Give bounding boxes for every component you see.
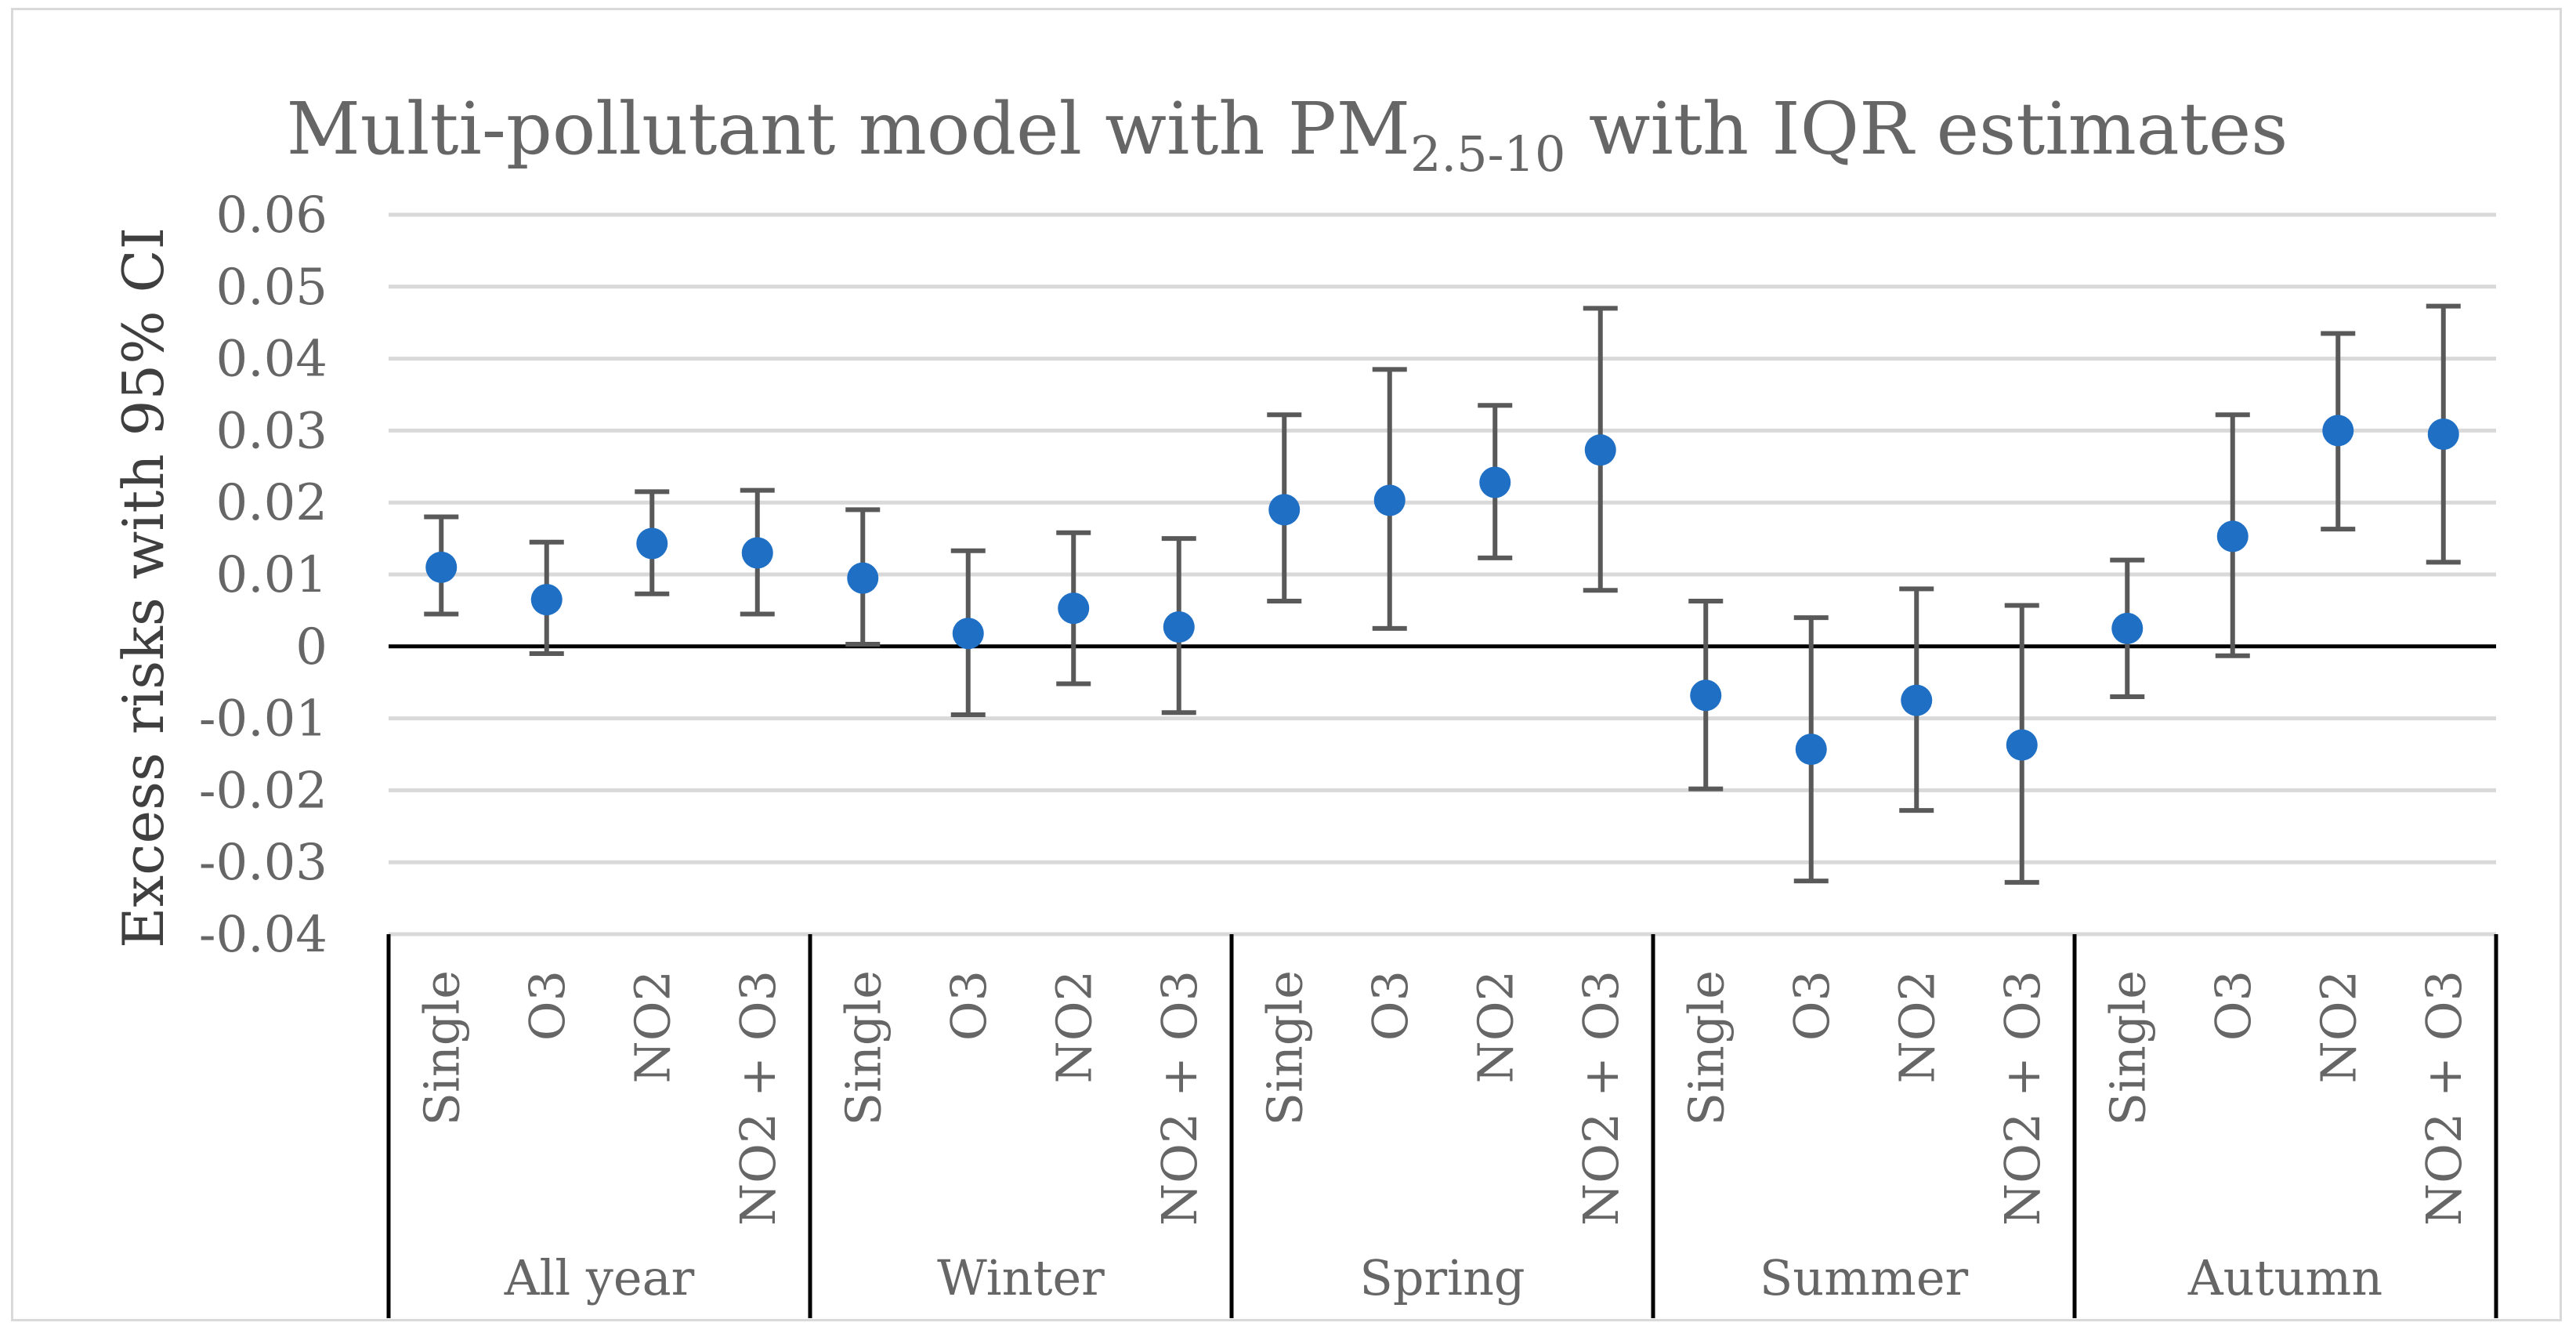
y-tick-label: 0.04 [216,331,328,389]
chart-frame [11,8,2562,1321]
chart-title-subscript: 2.5-10 [1410,125,1565,183]
point-estimate [1479,466,1511,498]
y-tick-label: -0.04 [199,906,327,964]
point-estimate [1795,734,1827,766]
category-label: Single [834,970,892,1125]
point-estimate [2006,729,2038,761]
category-label: NO2 [1888,970,1945,1084]
point-estimate [2216,520,2249,553]
y-tick-label: 0.06 [216,187,328,245]
point-estimate [847,562,879,594]
point-estimate [425,551,458,583]
category-label: NO2 + O3 [1572,970,1630,1226]
y-tick-label: -0.01 [199,690,327,748]
point-estimate [1268,494,1301,526]
category-label: NO2 + O3 [729,970,787,1226]
group-label: Summer [1760,1249,1969,1306]
point-estimate [2427,418,2459,450]
category-label: Single [413,970,470,1125]
group-label: Winter [937,1249,1105,1306]
point-estimate [952,618,984,650]
category-label: NO2 [1045,970,1102,1084]
y-tick-label: 0.02 [216,474,328,532]
point-estimate [1163,611,1195,643]
y-tick-label: -0.02 [199,762,327,820]
chart-title: Multi-pollutant model with PM2.5-10 with… [287,87,2288,183]
group-label: Spring [1359,1249,1525,1306]
x-axis-categories: All year Single O3 NO2 NO2 + O3 Winter Single O… [386,934,2498,1318]
category-label: O3 [940,970,997,1041]
chart-title-main: Multi-pollutant model with PM [287,87,1410,171]
category-label: O3 [519,970,576,1041]
category-label: O3 [1783,970,1840,1041]
point-estimates [425,415,2459,766]
y-tick-label: -0.03 [199,834,327,892]
category-label: O3 [2205,970,2262,1041]
point-estimate [1584,434,1616,466]
gridlines [389,212,2496,937]
y-tick-label: 0.03 [216,402,328,460]
point-estimate [636,527,668,560]
category-label: NO2 + O3 [1151,970,1208,1226]
point-estimate [1373,484,1406,516]
y-tick-label: 0 [295,618,327,676]
point-estimate [1058,592,1090,625]
category-label: NO2 [1467,970,1524,1084]
group-label: Autumn [2187,1249,2382,1306]
category-label: O3 [1362,970,1419,1041]
chart-title-tail: with IQR estimates [1565,87,2288,171]
y-axis-ticks: 0.06 0.05 0.04 0.03 0.02 0.01 0 -0.01 -0.02 -0.03… [199,187,327,964]
point-estimate [1690,679,1722,712]
y-tick-label: 0.01 [216,546,328,604]
point-estimate [2111,612,2144,644]
y-axis-label: Excess risks with 95% CI [110,227,176,948]
group-label: All year [504,1249,695,1306]
point-estimate [530,584,563,616]
point-estimate [741,537,773,569]
category-label: NO2 + O3 [2415,970,2473,1226]
error-bars [424,303,2461,885]
category-label: NO2 [2310,970,2367,1084]
point-estimate [2322,415,2354,447]
y-tick-label: 0.05 [216,259,328,317]
point-estimate [1901,684,1933,716]
category-label: Single [1256,970,1313,1125]
category-label: NO2 + O3 [1994,970,2051,1226]
category-label: NO2 [624,970,681,1084]
category-label: Single [2099,970,2156,1125]
category-label: Single [1677,970,1735,1125]
